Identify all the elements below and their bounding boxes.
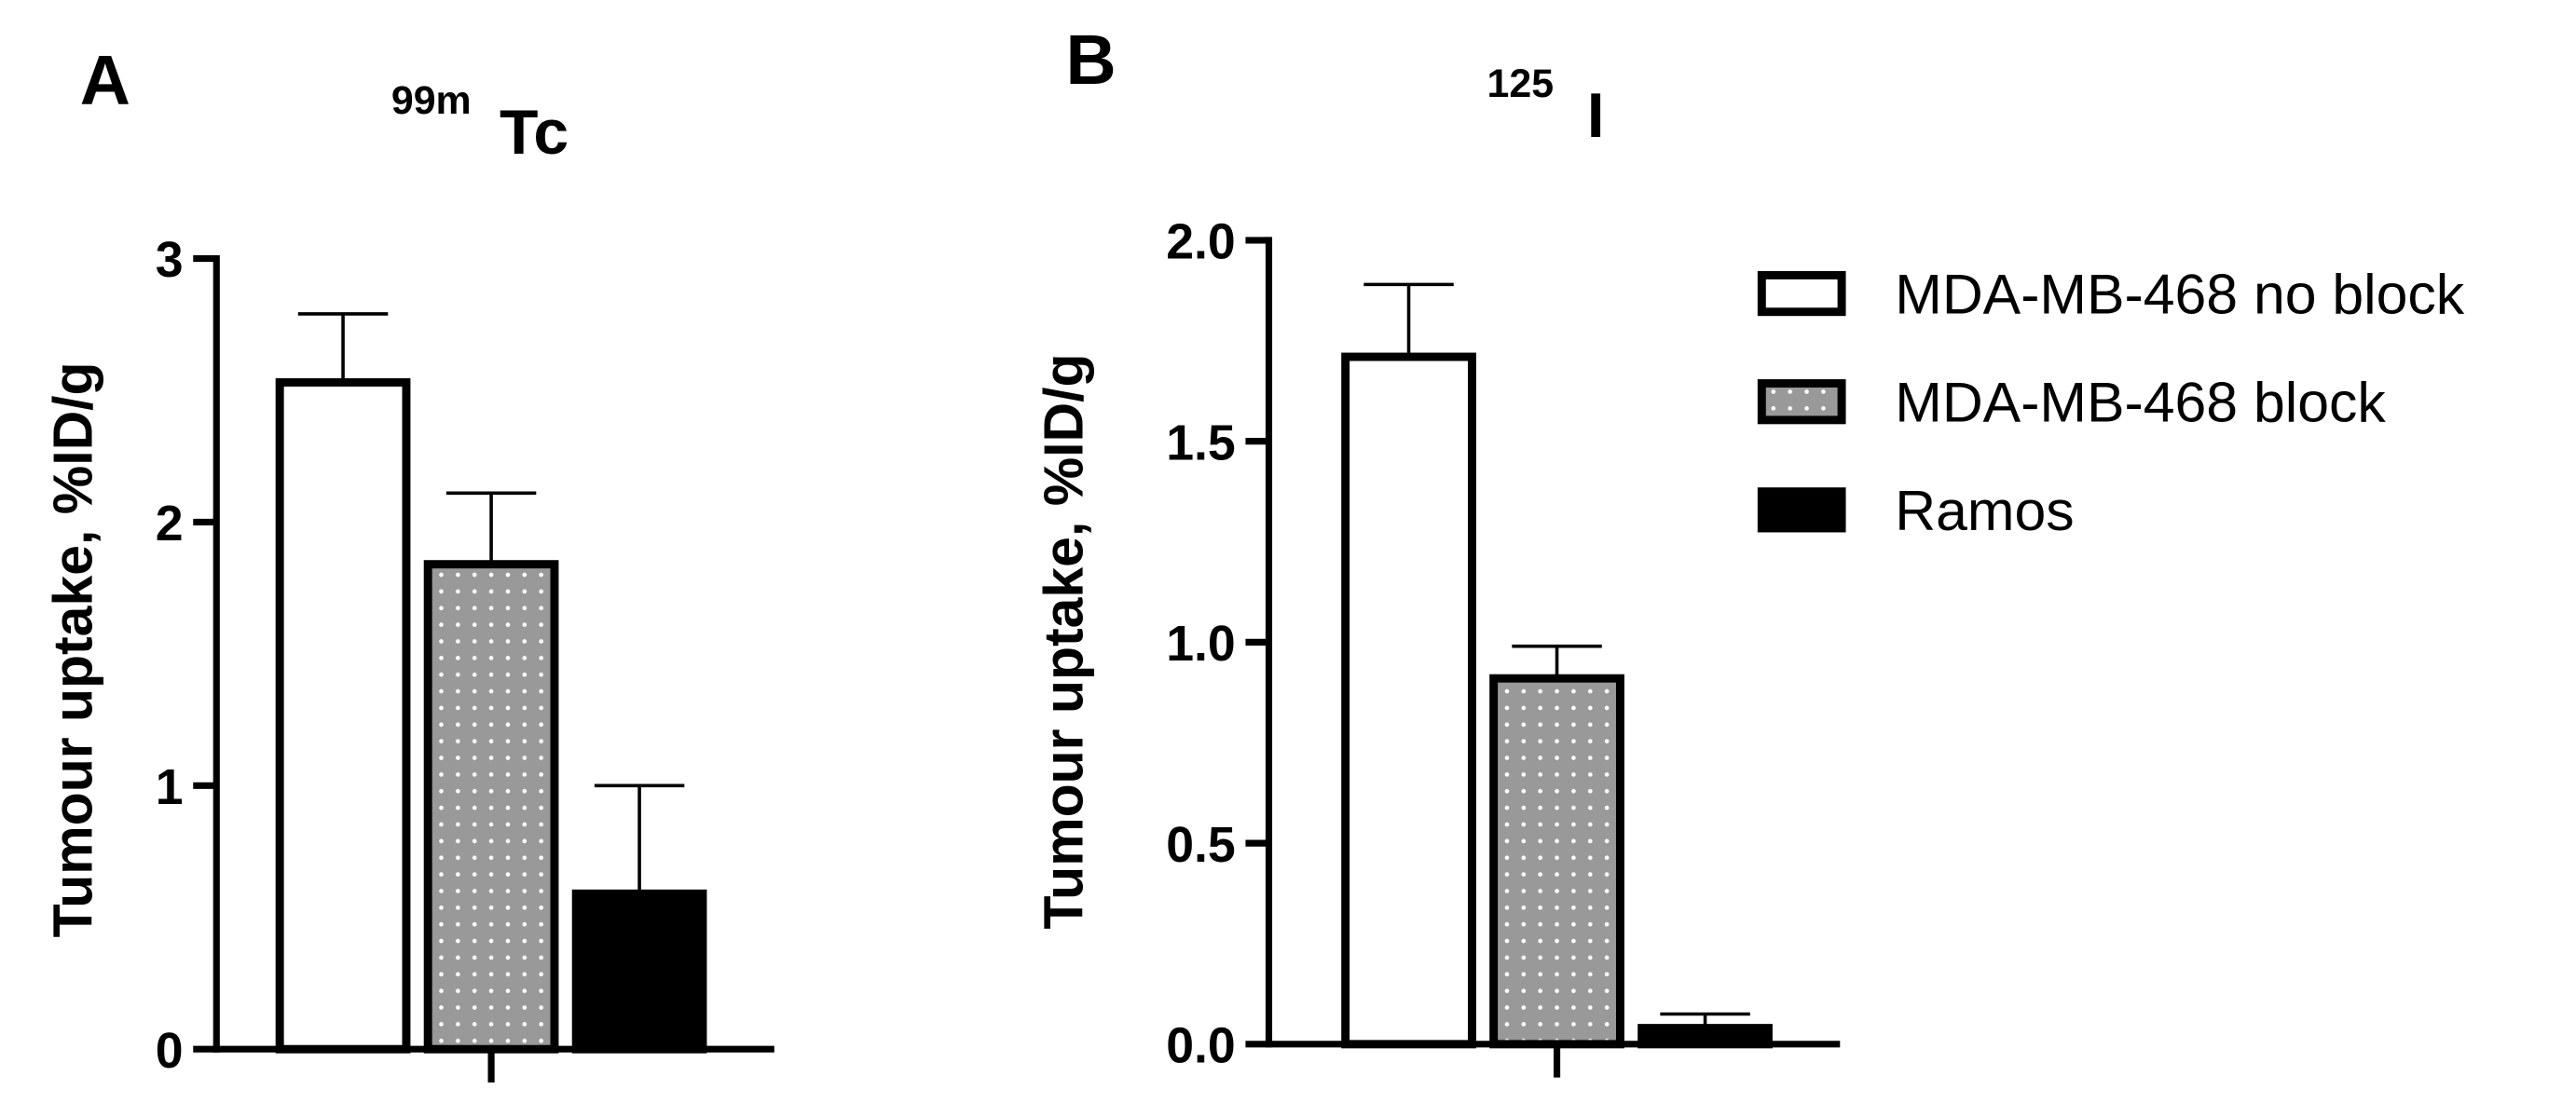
bar (423, 560, 559, 1054)
legend-label: Ramos (1895, 479, 2074, 542)
y-axis-label: Tumour uptake, %ID/g (43, 361, 103, 937)
legend-label: MDA-MB-468 no block (1895, 263, 2465, 326)
y-tick-label: 0.5 (1166, 817, 1236, 873)
panel-label: A (80, 40, 130, 118)
legend-swatch (1757, 270, 1846, 317)
title-superscript: 125 (1487, 61, 1555, 106)
y-tick-label: 1.0 (1166, 616, 1236, 672)
y-axis-label: Tumour uptake, %ID/g (1034, 354, 1094, 930)
bar (571, 889, 707, 1054)
panel-label: B (1065, 20, 1116, 99)
y-tick-label: 2.0 (1166, 214, 1236, 270)
bar (1341, 352, 1476, 1049)
bar (1489, 674, 1624, 1049)
legend-swatch (1757, 379, 1846, 425)
y-tick-label: 0.0 (1166, 1018, 1236, 1074)
y-tick-label: 1 (156, 759, 184, 815)
y-tick-label: 0 (156, 1023, 184, 1079)
y-tick-label: 3 (156, 232, 184, 288)
legend-label: MDA-MB-468 block (1895, 371, 2386, 434)
chart-title: Tc (500, 98, 569, 168)
y-tick-label: 2 (156, 496, 184, 552)
legend-swatch (1757, 487, 1846, 533)
chart-title: I (1587, 81, 1605, 151)
bar (1637, 1024, 1773, 1049)
bar (275, 378, 411, 1054)
title-superscript: 99m (391, 78, 472, 123)
y-tick-label: 1.5 (1166, 415, 1236, 470)
